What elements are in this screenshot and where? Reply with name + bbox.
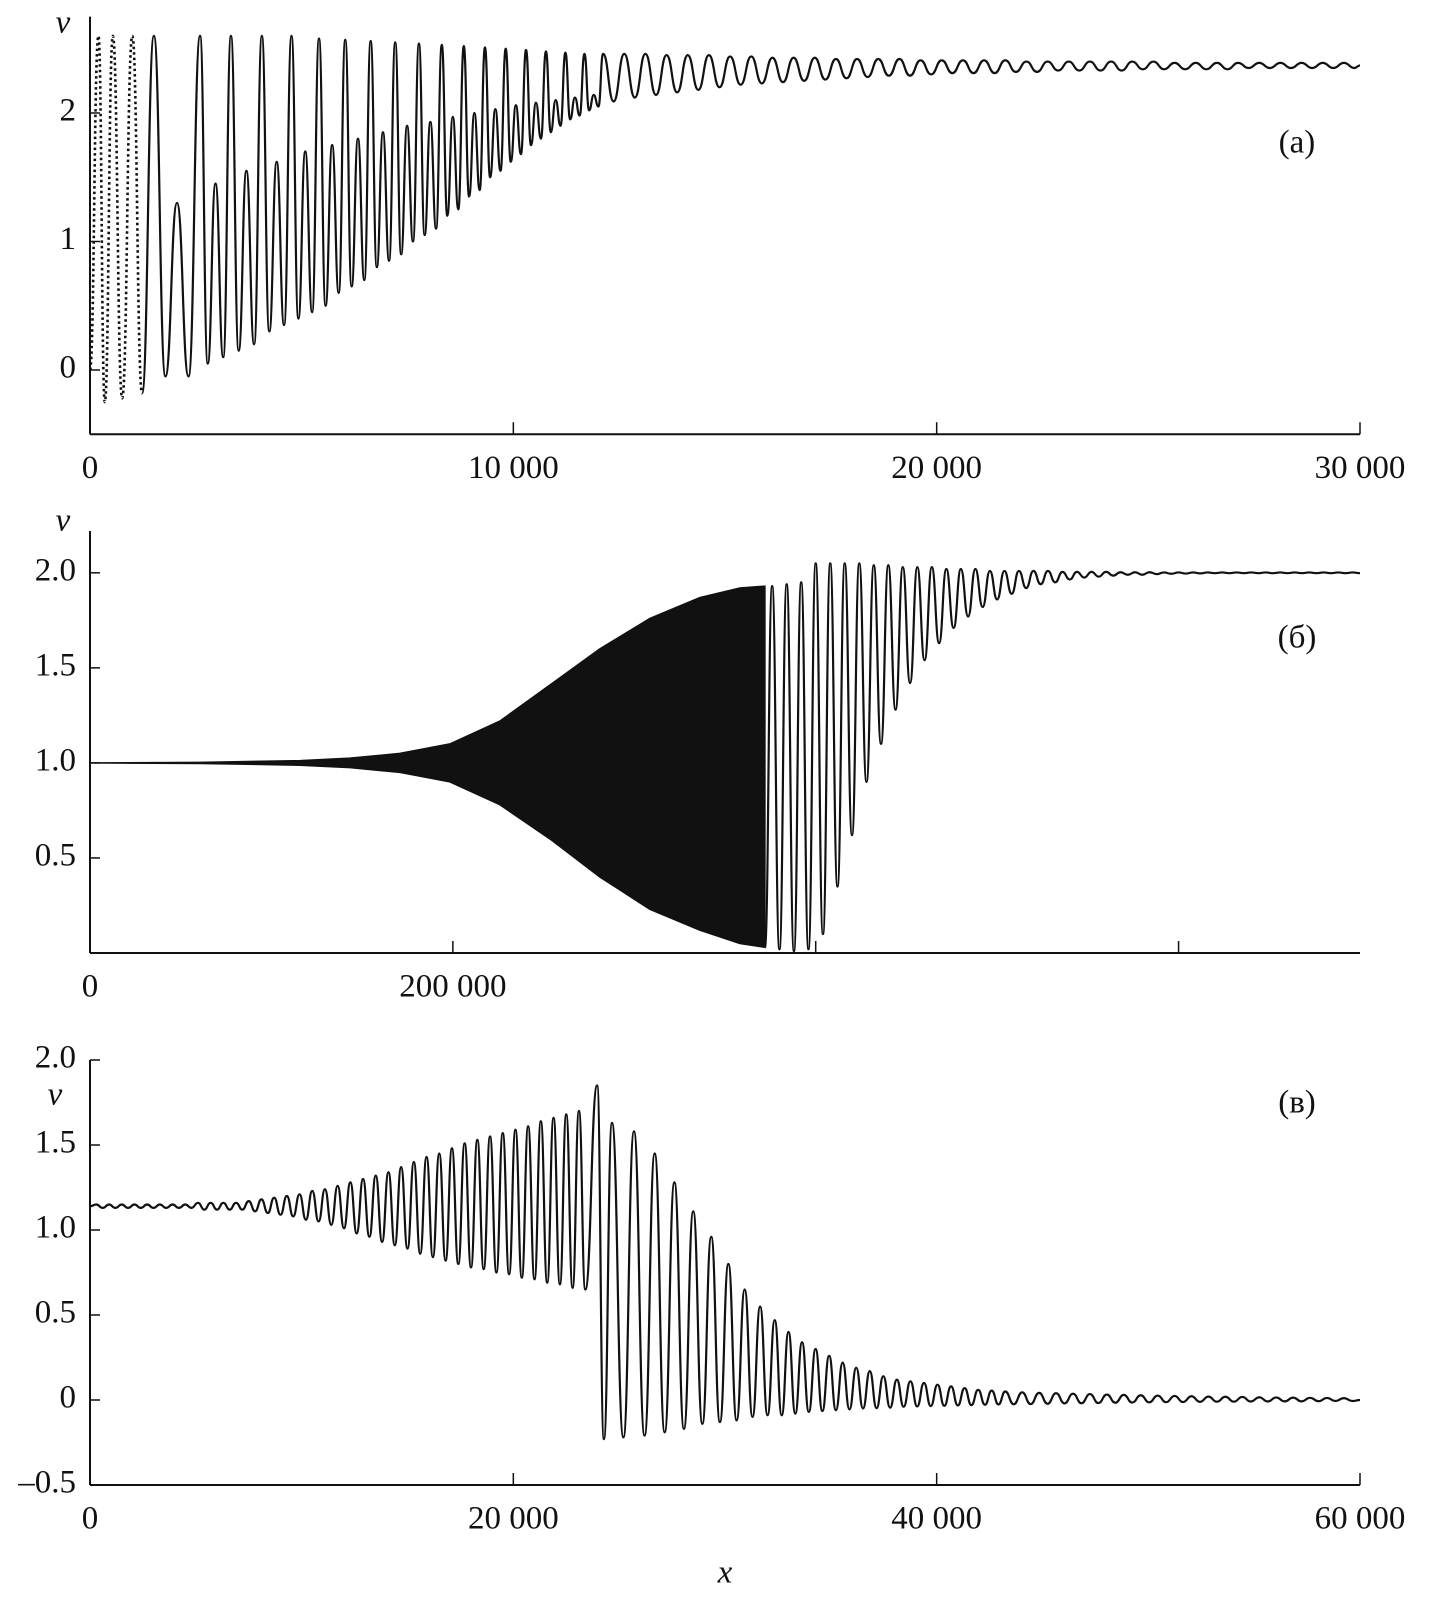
y-tick-label: 1.5 (35, 647, 76, 683)
curve (763, 562, 1361, 953)
panel-label: (а) (1279, 125, 1316, 161)
x-tick-label: 30 000 (1315, 450, 1406, 486)
y-tick-label: 1.0 (35, 742, 76, 778)
y-tick-label: 2.0 (35, 552, 76, 588)
x-tick-label: 20 000 (468, 1501, 559, 1537)
y-tick-label: 1.0 (35, 1210, 76, 1246)
curve (89, 1084, 1361, 1441)
panel-label: (б) (1278, 620, 1317, 656)
y-tick-label: 0 (60, 1380, 77, 1416)
y-tick-label: 2 (60, 93, 77, 129)
y-tick-label: 0.5 (35, 838, 76, 874)
y-tick-label: 1 (60, 221, 77, 257)
y-axis-label: v (56, 5, 71, 41)
curve (140, 34, 1361, 395)
oscillation-band (89, 585, 766, 949)
x-tick-label: 20 000 (891, 450, 982, 486)
dotted-curve (88, 34, 144, 404)
y-tick-label: –0.5 (17, 1465, 76, 1501)
y-axis-label: v (48, 1077, 63, 1113)
x-tick-label: 0 (82, 450, 99, 486)
y-axis-label: v (56, 503, 71, 539)
x-tick-label: 0 (82, 969, 99, 1005)
y-tick-label: 0 (60, 350, 77, 386)
x-tick-label: 60 000 (1315, 1501, 1406, 1537)
x-tick-label: 40 000 (891, 1501, 982, 1537)
y-tick-label: 0.5 (35, 1295, 76, 1331)
x-axis-label: x (717, 1555, 733, 1591)
x-tick-label: 200 000 (399, 969, 506, 1005)
y-tick-label: 2.0 (35, 1040, 76, 1076)
y-tick-label: 1.5 (35, 1125, 76, 1161)
panel-label: (в) (1278, 1085, 1316, 1121)
x-tick-label: 0 (82, 1501, 99, 1537)
x-tick-label: 10 000 (468, 450, 559, 486)
